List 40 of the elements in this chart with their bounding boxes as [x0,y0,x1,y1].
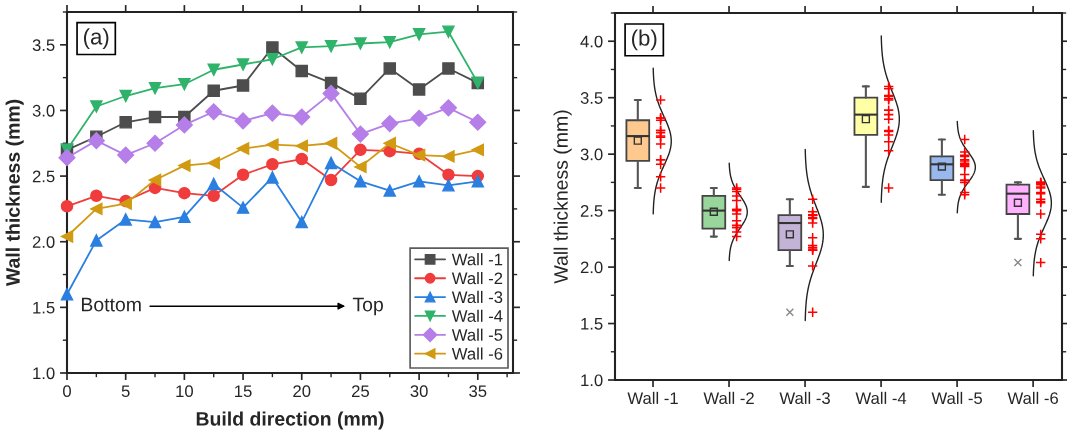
x-axis-title: Build direction (mm) [196,411,384,430]
y-tick-label: 1.0 [581,374,603,387]
annotation: (a) [83,28,109,49]
x-tick-label: Wall -1 [627,391,678,405]
y-tick-label: 1.5 [33,301,55,314]
y-tick-label: 2.0 [32,236,55,248]
annotation: Bottom [81,297,141,312]
y-tick-label: 4.0 [580,35,603,48]
x-tick-label: 30 [410,385,428,398]
y-tick-label: 2.5 [32,170,55,183]
y-tick-label: 1.5 [581,318,603,330]
legend-label: Wall -6 [451,347,503,360]
y-tick-label: 2.0 [580,261,603,274]
x-tick-label: 25 [351,385,369,398]
y-axis-title: Wall thickness (mm) [5,99,24,287]
x-tick-label: 0 [63,385,71,398]
y-tick-label: 3.5 [32,39,55,52]
y-axis-title: Wall thickness (mm) [553,110,572,284]
x-tick-label: Wall -4 [855,391,907,405]
x-tick-label: 35 [469,385,487,398]
annotation: (b) [632,29,657,51]
x-tick-label: Wall -3 [779,391,830,405]
x-tick-label: 5 [121,385,130,398]
y-tick-label: 3.0 [32,104,55,117]
legend-label: Wall -3 [451,290,503,304]
x-tick-label: 20 [293,385,311,398]
y-tick-label: 1.0 [33,367,55,380]
y-tick-label: 3.5 [580,92,603,104]
legend-label: Wall -1 [451,253,503,266]
legend-label: Wall -4 [451,309,503,322]
x-tick-label: Wall -2 [703,391,754,405]
legend-label: Wall -2 [451,271,503,285]
x-tick-label: Wall -5 [931,391,983,405]
x-tick-label: Wall -6 [1007,391,1058,405]
legend-label: Wall -5 [451,328,503,341]
annotation: Top [352,297,383,316]
x-tick-label: 15 [235,385,252,398]
y-tick-label: 3.0 [580,148,603,161]
y-tick-label: 2.5 [580,205,603,217]
x-tick-label: 10 [176,385,193,398]
